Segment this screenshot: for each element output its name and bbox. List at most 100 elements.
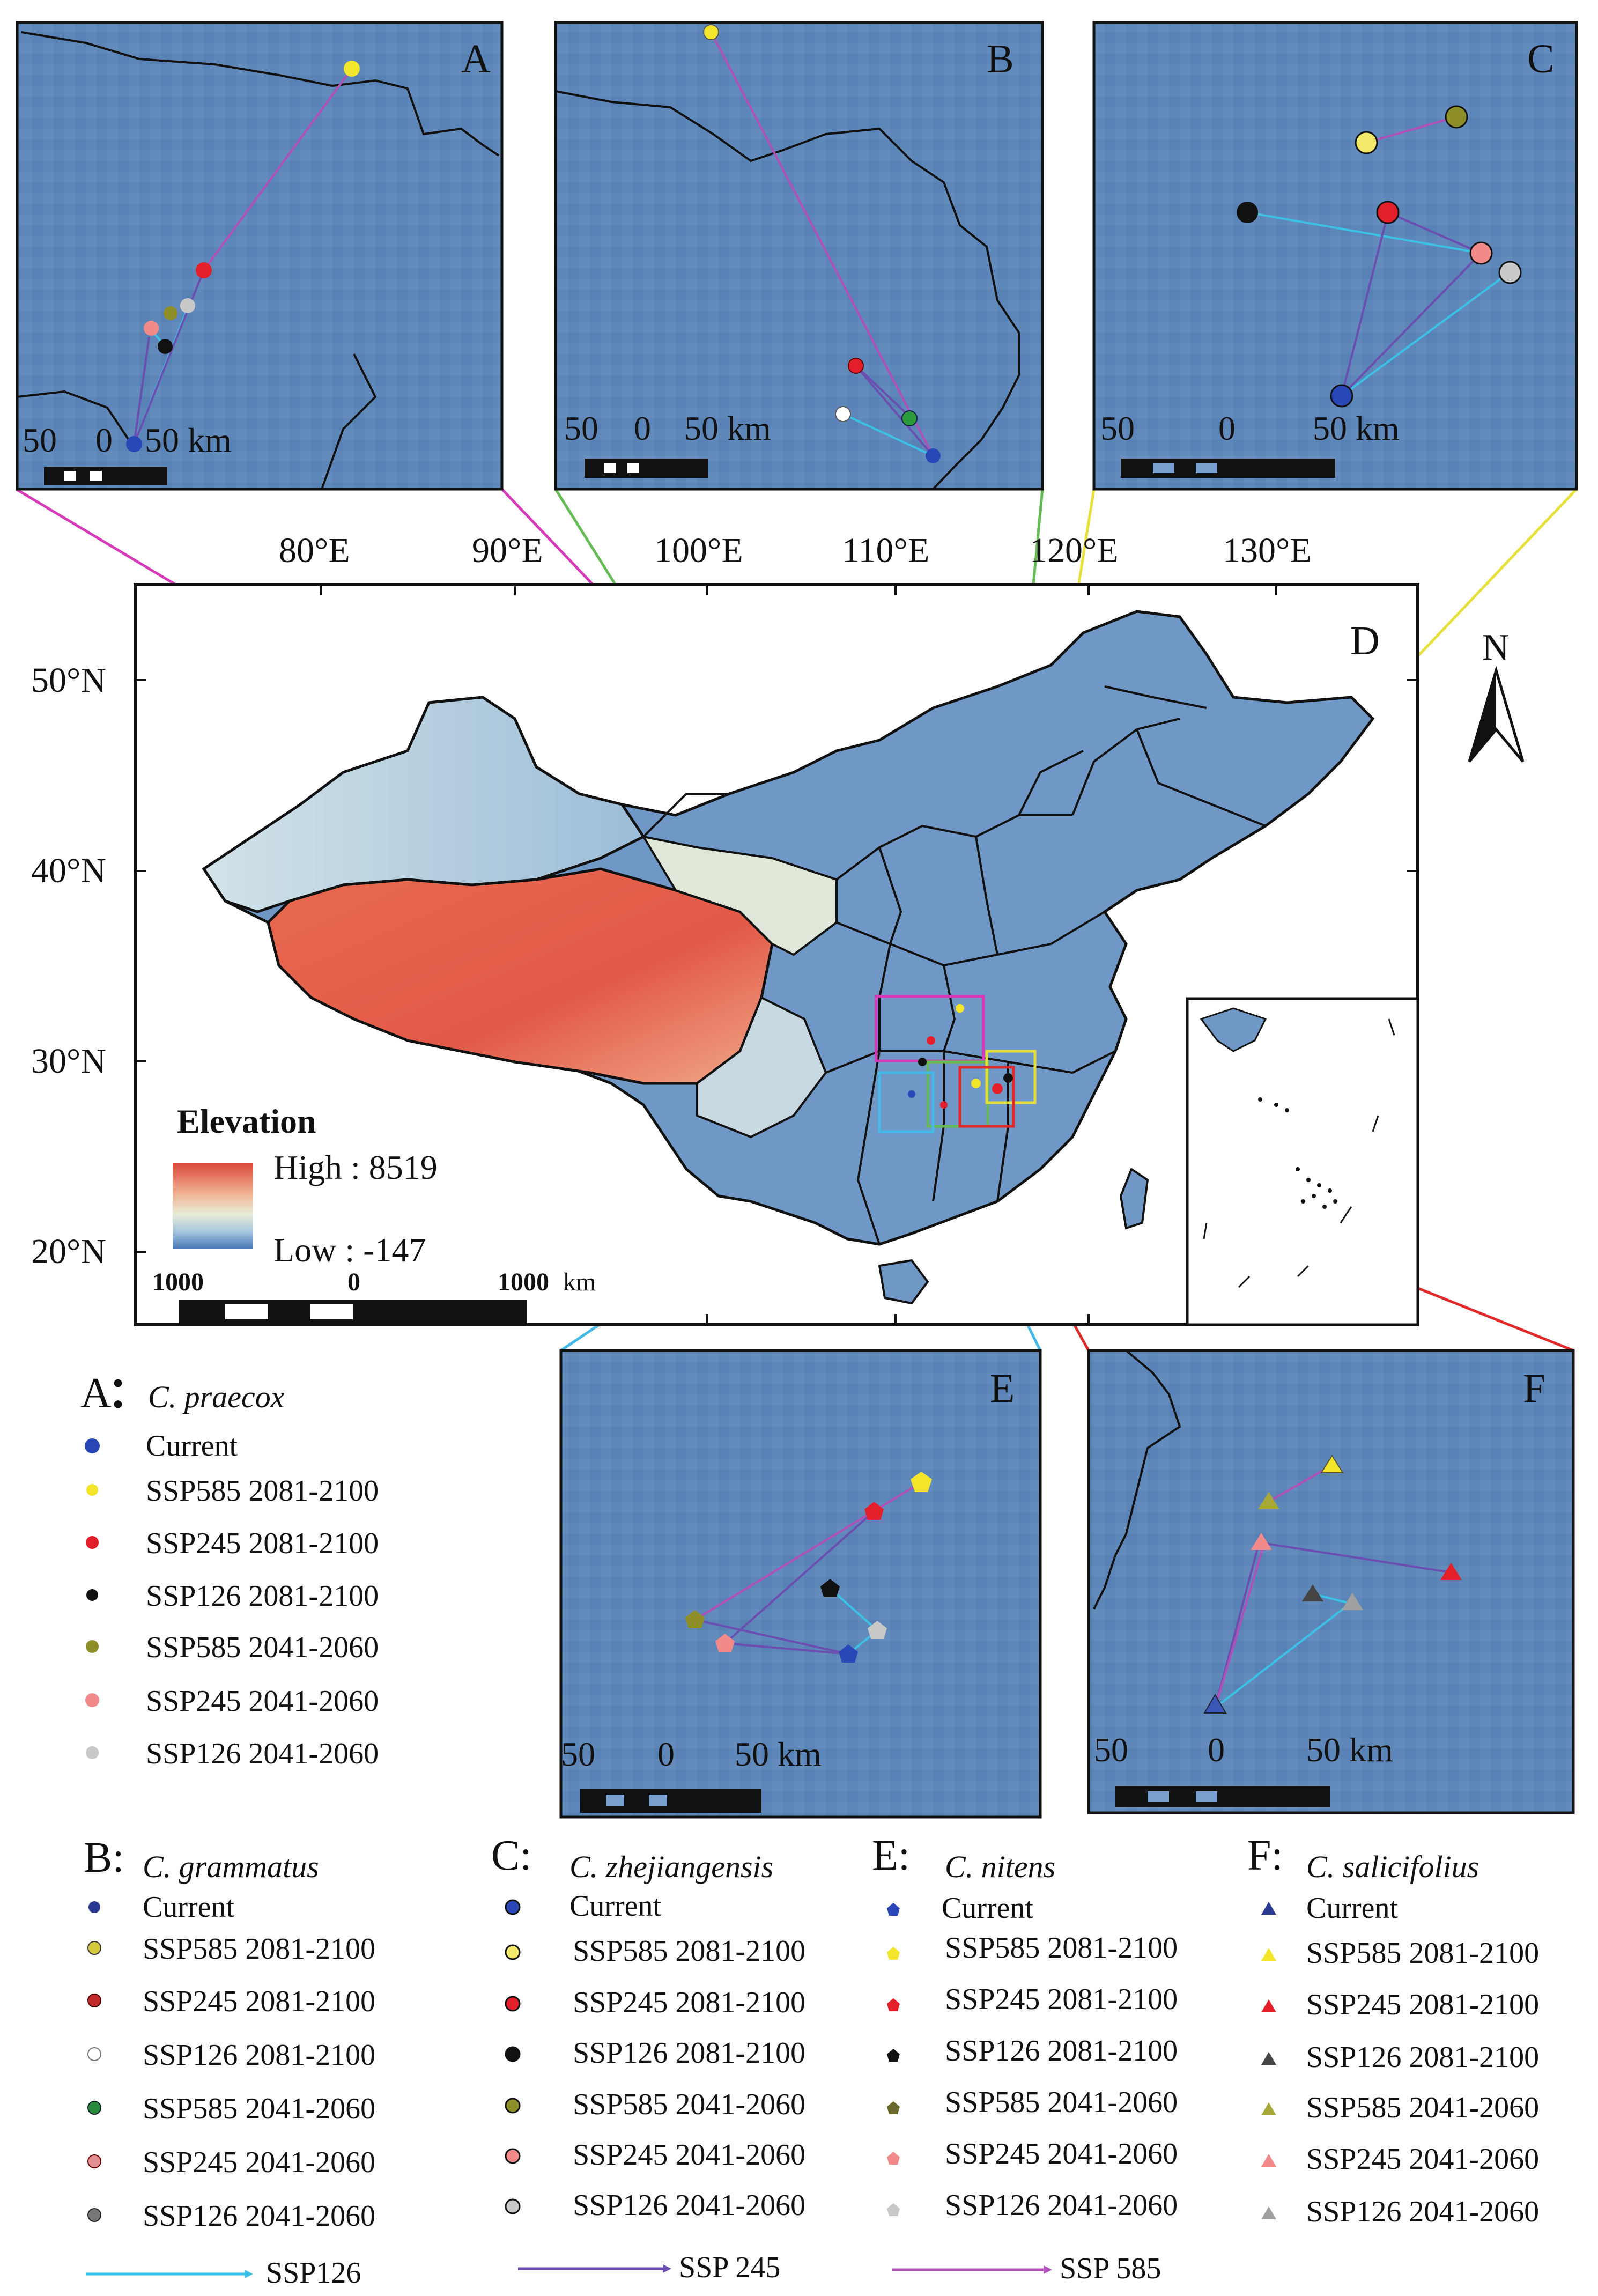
point-ssp245-2041 <box>144 321 159 336</box>
panel-e-letter: E <box>990 1366 1015 1411</box>
panel-c-scale: 50 0 50 km <box>1100 409 1400 478</box>
panel-f: F 50 0 50 km <box>1087 1349 1575 1814</box>
svg-text:50: 50 <box>1094 1731 1128 1769</box>
zoom-box-c <box>985 1050 1037 1104</box>
point-ssp126-2041 <box>1498 261 1522 284</box>
svg-text:SSP 245: SSP 245 <box>679 2251 780 2284</box>
panel-a-scale: 50 0 50 km <box>23 421 232 485</box>
taiwan-island <box>1119 1167 1149 1230</box>
svg-text:SSP126 2041-2060: SSP126 2041-2060 <box>1306 2195 1539 2228</box>
point-ssp126-2081 <box>820 1579 840 1597</box>
svg-text:SSP585 2041-2060: SSP585 2041-2060 <box>945 2086 1178 2119</box>
legend-a-symbols <box>85 1438 100 1759</box>
point-ssp245-2041 <box>1469 241 1493 265</box>
svg-text:SSP245 2041-2060: SSP245 2041-2060 <box>573 2138 805 2172</box>
panel-c: C 50 0 50 km <box>1092 21 1578 491</box>
svg-text:：: ： <box>107 1370 150 1417</box>
panel-a-letter: A <box>461 36 491 82</box>
panel-f-points <box>1203 1455 1462 1714</box>
svg-text:SSP245 2081-2100: SSP245 2081-2100 <box>573 1986 805 2019</box>
svg-text:C. nitens: C. nitens <box>945 1849 1055 1884</box>
svg-text:50: 50 <box>564 409 598 447</box>
north-arrow: N <box>1468 627 1525 763</box>
svg-text:50 km: 50 km <box>1306 1731 1393 1769</box>
legend-c: C: C. zhejiangensis Current SSP585 2081-… <box>491 1832 805 2222</box>
svg-text:C:: C: <box>491 1832 532 1879</box>
svg-text:0: 0 <box>95 421 113 459</box>
svg-text:SSP585 2081-2100: SSP585 2081-2100 <box>945 1931 1178 1965</box>
panel-a-background <box>16 21 504 491</box>
svg-text:40°N: 40°N <box>31 851 106 890</box>
elevation-legend: Elevation High : 8519 Low : -147 <box>173 1102 438 1269</box>
point-current <box>126 436 142 452</box>
panel-a-border-line-3 <box>17 390 130 441</box>
svg-text:50 km: 50 km <box>684 409 771 447</box>
svg-text:110°E: 110°E <box>842 531 929 570</box>
point-ssp245-2041 <box>1251 1533 1272 1550</box>
point-ssp126-2081 <box>1302 1584 1323 1601</box>
svg-text:SSP245 2081-2100: SSP245 2081-2100 <box>945 1983 1178 2016</box>
point-ssp585-2081 <box>703 24 719 40</box>
point-ssp126-2081 <box>1237 202 1258 223</box>
point-current <box>839 1644 858 1663</box>
svg-text:A: A <box>80 1370 112 1417</box>
svg-text:20°N: 20°N <box>31 1232 106 1271</box>
point-ssp585-2081 <box>344 61 360 77</box>
point-ssp245-2081 <box>1440 1563 1462 1580</box>
south-china-sea-inset <box>1186 997 1419 1326</box>
svg-text:130°E: 130°E <box>1223 531 1312 570</box>
svg-text:50: 50 <box>23 421 57 459</box>
lon-ticks: 80°E 90°E 100°E 110°E 120°E 130°E <box>279 531 1312 570</box>
point-ssp585-2081 <box>911 1472 932 1492</box>
svg-text:SSP126 2081-2100: SSP126 2081-2100 <box>146 1579 379 1613</box>
svg-text:SSP126: SSP126 <box>266 2256 361 2290</box>
panel-c-letter: C <box>1527 36 1555 82</box>
zoom-box-e <box>878 1071 935 1133</box>
svg-text:E:: E: <box>872 1832 910 1879</box>
svg-text:SSP585 2081-2100: SSP585 2081-2100 <box>573 1935 805 1968</box>
panel-f-letter: F <box>1523 1366 1545 1411</box>
svg-text:100°E: 100°E <box>654 531 743 570</box>
svg-text:SSP126 2081-2100: SSP126 2081-2100 <box>573 2036 805 2070</box>
point-ssp585-2081 <box>1320 1455 1344 1473</box>
svg-text:SSP245 2041-2060: SSP245 2041-2060 <box>143 2146 375 2179</box>
panel-a: A 50 0 50 km <box>16 21 504 491</box>
point-ssp245-2081 <box>196 262 212 278</box>
panel-b-tracks <box>710 32 934 457</box>
svg-text:SSP585 2041-2060: SSP585 2041-2060 <box>1306 2091 1539 2124</box>
panel-d: 80°E 90°E 100°E 110°E 120°E 130°E 50°N 4… <box>31 531 1525 1326</box>
svg-text:SSP126 2081-2100: SSP126 2081-2100 <box>143 2039 375 2072</box>
svg-text:Current: Current <box>569 1889 662 1923</box>
legend-b: B: C. grammatus Current SSP585 2081-2100… <box>84 1834 375 2233</box>
legend-a-labels: Current SSP585 2081-2100 SSP245 2081-210… <box>146 1429 379 1770</box>
svg-text:SSP245 2081-2100: SSP245 2081-2100 <box>146 1527 379 1560</box>
svg-text:C. zhejiangensis: C. zhejiangensis <box>569 1849 773 1884</box>
svg-text:50: 50 <box>561 1735 595 1773</box>
point-ssp126-2041 <box>1342 1593 1363 1610</box>
svg-text:SSP126 2041-2060: SSP126 2041-2060 <box>146 1737 379 1770</box>
panel-b-points <box>703 24 941 463</box>
svg-text:Low : -147: Low : -147 <box>273 1231 426 1269</box>
svg-text:SSP245 2081-2100: SSP245 2081-2100 <box>1306 1988 1539 2021</box>
svg-text:SSP126 2041-2060: SSP126 2041-2060 <box>143 2199 375 2233</box>
svg-text:C. praecox: C. praecox <box>148 1379 285 1414</box>
point-ssp245-2081 <box>1376 201 1400 224</box>
panel-f-background <box>1087 1349 1575 1814</box>
svg-text:0: 0 <box>634 409 651 447</box>
point-current <box>1203 1694 1227 1714</box>
svg-text:N: N <box>1482 627 1510 668</box>
svg-text:Elevation: Elevation <box>177 1102 316 1140</box>
point-ssp245-2041 <box>715 1634 735 1652</box>
svg-text:High : 8519: High : 8519 <box>273 1148 438 1186</box>
svg-text:SSP585 2041-2060: SSP585 2041-2060 <box>573 2088 805 2121</box>
svg-text:SSP585 2081-2100: SSP585 2081-2100 <box>146 1474 379 1508</box>
panel-e-scale: 50 0 50 km <box>561 1735 822 1813</box>
panel-b-border-line <box>555 90 1020 490</box>
point-ssp245-2081 <box>848 358 864 374</box>
point-ssp245-2081 <box>864 1502 884 1520</box>
point-ssp585-2041 <box>685 1610 705 1628</box>
point-ssp585-2041 <box>1445 105 1468 129</box>
panel-a-border-line-2 <box>321 353 377 490</box>
panel-f-border-line <box>1093 1349 1181 1610</box>
svg-text:SSP245 2041-2060: SSP245 2041-2060 <box>945 2137 1178 2171</box>
